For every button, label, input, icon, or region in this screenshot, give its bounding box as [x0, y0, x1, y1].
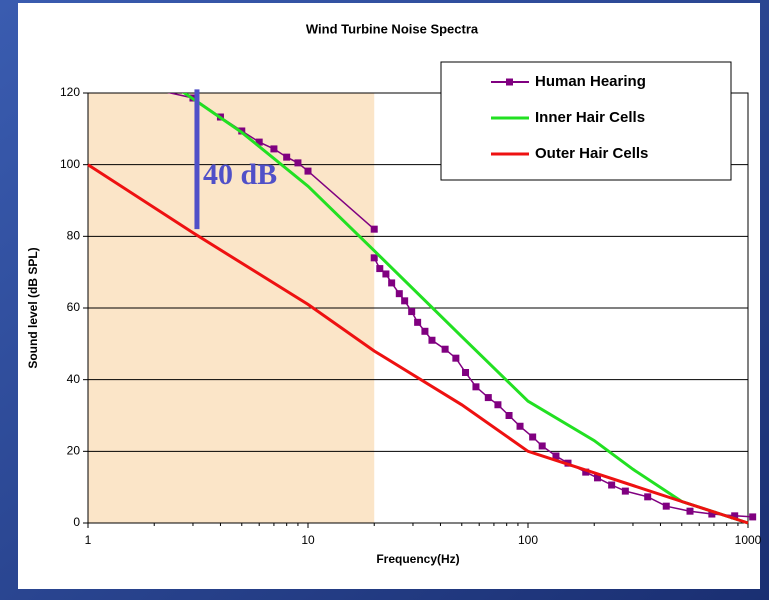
marker: [382, 270, 390, 278]
marker: [472, 383, 480, 391]
marker: [255, 138, 263, 146]
marker: [388, 279, 396, 287]
marker: [441, 345, 449, 353]
marker: [621, 487, 629, 495]
y-tick-label: 40: [67, 372, 81, 386]
marker: [662, 502, 670, 510]
marker: [538, 442, 546, 450]
marker: [452, 354, 460, 362]
marker: [552, 452, 560, 460]
marker: [395, 290, 403, 298]
y-tick-label: 100: [60, 157, 80, 171]
marker: [462, 369, 470, 376]
y-tick-label: 20: [67, 444, 81, 458]
plot-series: [87, 93, 757, 525]
marker: [376, 265, 384, 273]
x-tick-label: 100: [518, 533, 538, 547]
marker: [644, 493, 652, 501]
marker: [283, 153, 291, 161]
marker: [494, 401, 502, 409]
y-tick-label: 0: [73, 515, 80, 529]
marker: [408, 308, 416, 316]
marker: [749, 513, 757, 521]
marker: [708, 510, 716, 518]
marker: [594, 474, 602, 482]
x-tick-label: 1: [85, 533, 92, 547]
x-tick-label: 1000: [735, 533, 762, 547]
marker: [731, 512, 739, 520]
y-axis-label: Sound level (dB SPL): [26, 247, 40, 368]
y-tick-label: 60: [67, 300, 81, 314]
legend-label: Outer Hair Cells: [535, 145, 648, 162]
marker: [401, 297, 409, 305]
marker: [294, 159, 302, 167]
series-line: [181, 93, 749, 525]
marker: [304, 167, 312, 175]
marker: [370, 254, 378, 262]
series-line: [87, 163, 749, 525]
y-tick-label: 120: [60, 85, 80, 99]
marker: [484, 394, 492, 402]
marker: [686, 507, 694, 515]
legend-box: [440, 61, 732, 181]
annotation-text: 40 dB: [203, 158, 277, 191]
legend-marker: [506, 78, 513, 86]
y-tick-label: 80: [67, 229, 81, 243]
marker: [505, 412, 513, 419]
marker: [421, 327, 429, 335]
chart-title: Wind Turbine Noise Spectra: [306, 21, 479, 36]
marker: [414, 318, 422, 326]
marker: [428, 336, 436, 344]
marker: [516, 422, 524, 430]
plot-border: [87, 92, 749, 524]
marker: [370, 225, 378, 233]
marker: [608, 481, 616, 489]
x-axis-label: Frequency(Hz): [376, 552, 459, 566]
marker: [529, 433, 537, 441]
legend-label: Inner Hair Cells: [535, 109, 645, 126]
marker: [582, 468, 590, 476]
x-tick-label: 10: [301, 533, 315, 547]
legend-label: Human Hearing: [535, 73, 646, 90]
marker: [270, 145, 278, 153]
